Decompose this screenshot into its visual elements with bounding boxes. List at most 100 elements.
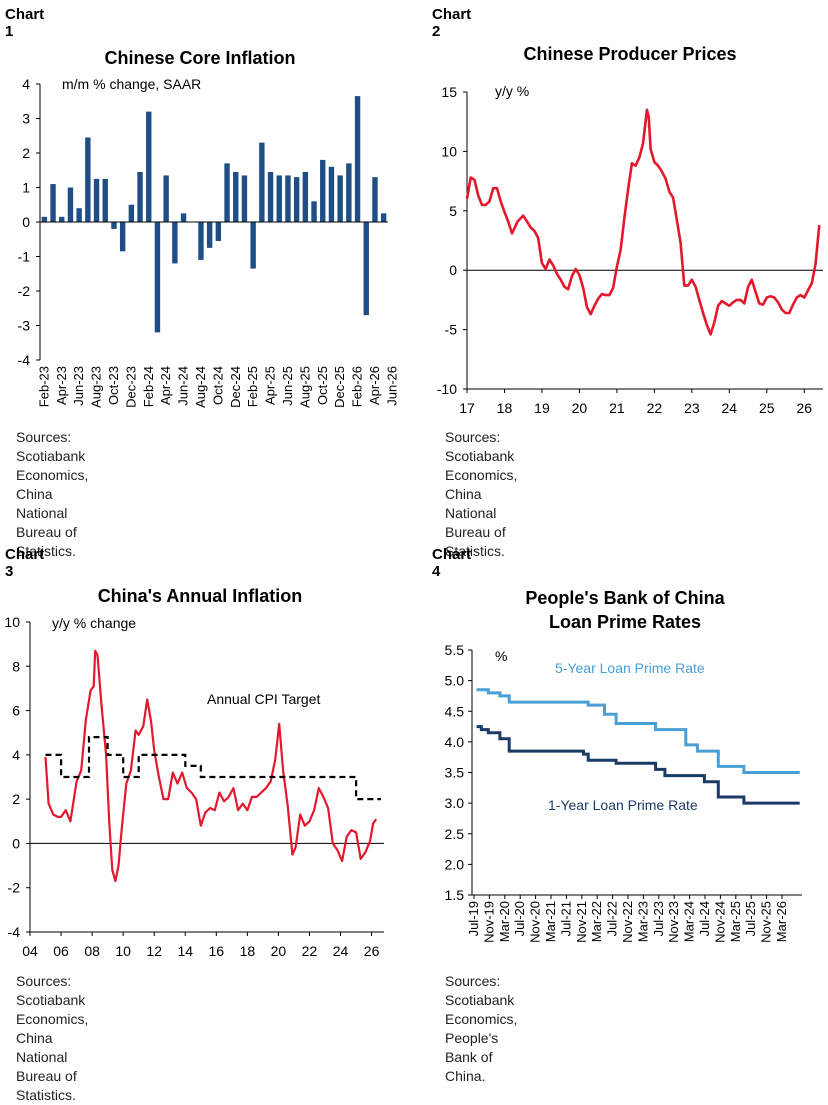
c1-bar xyxy=(215,222,222,241)
chart-1-source-line2: Bureau of Statistics. xyxy=(16,524,77,559)
c4-x-tick-label: Nov-19 xyxy=(481,901,496,943)
chart-3-source-line2: Bureau of Statistics. xyxy=(16,1068,77,1103)
c4-x-tick-label: Nov-23 xyxy=(666,901,681,943)
c1-bar xyxy=(206,222,213,248)
c4-x-tick-label: Nov-25 xyxy=(759,901,774,943)
chart-4-source-line2: China. xyxy=(445,1068,486,1084)
c2-y-tick-label: 5 xyxy=(449,203,457,219)
c1-bar xyxy=(311,201,317,222)
c1-x-tick-label: Aug-23 xyxy=(89,366,104,408)
c1-bar xyxy=(137,171,143,222)
c4-x-tick-label: Mar-23 xyxy=(635,901,650,942)
c1-bar xyxy=(233,171,239,222)
chart-2-title: Chinese Producer Prices xyxy=(523,44,737,64)
c4-x-tick-label: Jul-25 xyxy=(743,901,758,936)
c1-x-tick-label: Feb-26 xyxy=(350,366,365,407)
c2-x-tick-label: 23 xyxy=(684,400,700,416)
c1-y-tick-label: 0 xyxy=(22,214,30,230)
c1-bar xyxy=(128,204,135,222)
c3-target-line xyxy=(45,735,381,801)
c4-x-tick-label: Mar-25 xyxy=(728,901,743,942)
c1-bar xyxy=(76,208,82,222)
c1-y-tick-label: 2 xyxy=(22,145,30,161)
c4-x-tick-label: Jul-20 xyxy=(512,901,527,936)
c1-bar xyxy=(259,142,265,222)
c3-annotation: Annual CPI Target xyxy=(207,691,320,707)
chart-2-label: Chart 2 xyxy=(432,6,472,40)
chart-4-label: Chart 4 xyxy=(432,546,472,580)
c3-y-tick-label: 10 xyxy=(4,614,20,630)
c1-y-tick-label: 1 xyxy=(22,180,30,196)
c3-ylabel: y/y % change xyxy=(52,615,136,631)
c2-x-tick-label: 26 xyxy=(796,400,812,416)
c1-bar xyxy=(154,222,161,333)
c1-bar xyxy=(67,187,74,222)
c1-x-tick-label: Oct-23 xyxy=(106,366,121,405)
c1-bar xyxy=(276,175,282,222)
c1-x-tick-label: Apr-24 xyxy=(158,366,173,405)
c1-y-tick-label: -1 xyxy=(18,249,31,265)
c4-ylabel: % xyxy=(495,648,507,664)
c2-x-tick-label: 18 xyxy=(497,400,513,416)
c1-x-tick-label: Jun-24 xyxy=(176,366,191,406)
c2-y-tick-label: -5 xyxy=(445,322,458,338)
c3-y-tick-label: 2 xyxy=(12,791,20,807)
c1-bar xyxy=(119,222,126,252)
c1-bar xyxy=(302,171,309,222)
c2-ylabel: y/y % xyxy=(495,83,529,99)
c3-cpi-line xyxy=(44,649,378,883)
c1-x-tick-label: Apr-26 xyxy=(367,366,382,405)
c1-bar xyxy=(267,171,274,222)
c4-x-tick-label: Mar-20 xyxy=(497,901,512,942)
c1-bar xyxy=(285,175,291,222)
c1-y-tick-label: -3 xyxy=(18,318,31,334)
c1-bar xyxy=(146,111,152,222)
c1-x-tick-label: Oct-25 xyxy=(315,366,330,405)
c1-bar xyxy=(59,216,65,222)
c1-bar xyxy=(85,137,91,222)
chart-1-label: Chart 1 xyxy=(5,6,45,40)
c3-x-tick-label: 18 xyxy=(240,943,256,959)
c4-y-tick-label: 2.5 xyxy=(445,826,465,842)
c1-bar xyxy=(328,166,335,222)
chart-2-plot: -10 -5 0 5 10 15 17 18 19 20 21 22 23 24 25 26 y/y % xyxy=(437,83,823,416)
chart-2-source-line1: Sources: Scotiabank Economics, China Nat… xyxy=(445,429,518,521)
chart-3-title: China's Annual Inflation xyxy=(97,586,303,606)
c1-bar xyxy=(320,159,326,222)
c1-x-tick-label: Dec-25 xyxy=(332,366,347,408)
c2-x-tick-label: 22 xyxy=(647,400,663,416)
c4-x-tick-label: Nov-21 xyxy=(574,901,589,943)
c1-bar xyxy=(172,222,178,264)
chart-3-label: Chart 3 xyxy=(5,546,45,580)
c1-y-tick-label: 3 xyxy=(22,111,30,127)
c3-y-tick-label: -4 xyxy=(8,924,21,940)
c1-y-tick-label: -2 xyxy=(18,283,31,299)
c1-bar xyxy=(41,216,48,222)
c3-x-tick-label: 06 xyxy=(53,943,69,959)
c4-5y-line xyxy=(476,688,800,774)
chart-4-source: Sources: Scotiabank Economics, People's … xyxy=(445,972,517,1086)
c2-x-tick-label: 21 xyxy=(609,400,625,416)
c4-legend-1y: 1-Year Loan Prime Rate xyxy=(548,797,698,813)
c1-x-tick-label: Apr-23 xyxy=(54,366,69,405)
c1-x-tick-label: Aug-25 xyxy=(297,366,312,408)
c4-x-tick-label: Jul-21 xyxy=(558,901,573,936)
c4-y-tick-label: 4.0 xyxy=(445,734,465,750)
c1-bar xyxy=(346,163,352,222)
c1-bar xyxy=(372,177,378,222)
c1-y-tick-label: -4 xyxy=(18,352,31,368)
c3-x-tick-label: 22 xyxy=(302,943,318,959)
c4-y-tick-label: 2.0 xyxy=(445,856,465,872)
c4-x-tick-label: Nov-24 xyxy=(712,901,727,943)
c1-bar xyxy=(224,163,230,222)
c3-y-tick-label: -2 xyxy=(8,880,21,896)
c3-x-tick-label: 26 xyxy=(364,943,380,959)
c1-x-tick-label: Dec-23 xyxy=(123,366,138,408)
c4-1y-line xyxy=(476,725,800,805)
chart-4-title-line2: Loan Prime Rates xyxy=(548,612,702,632)
chart-1-source-line1: Sources: Scotiabank Economics, China Nat… xyxy=(16,429,89,521)
c3-y-tick-label: 4 xyxy=(12,747,20,763)
